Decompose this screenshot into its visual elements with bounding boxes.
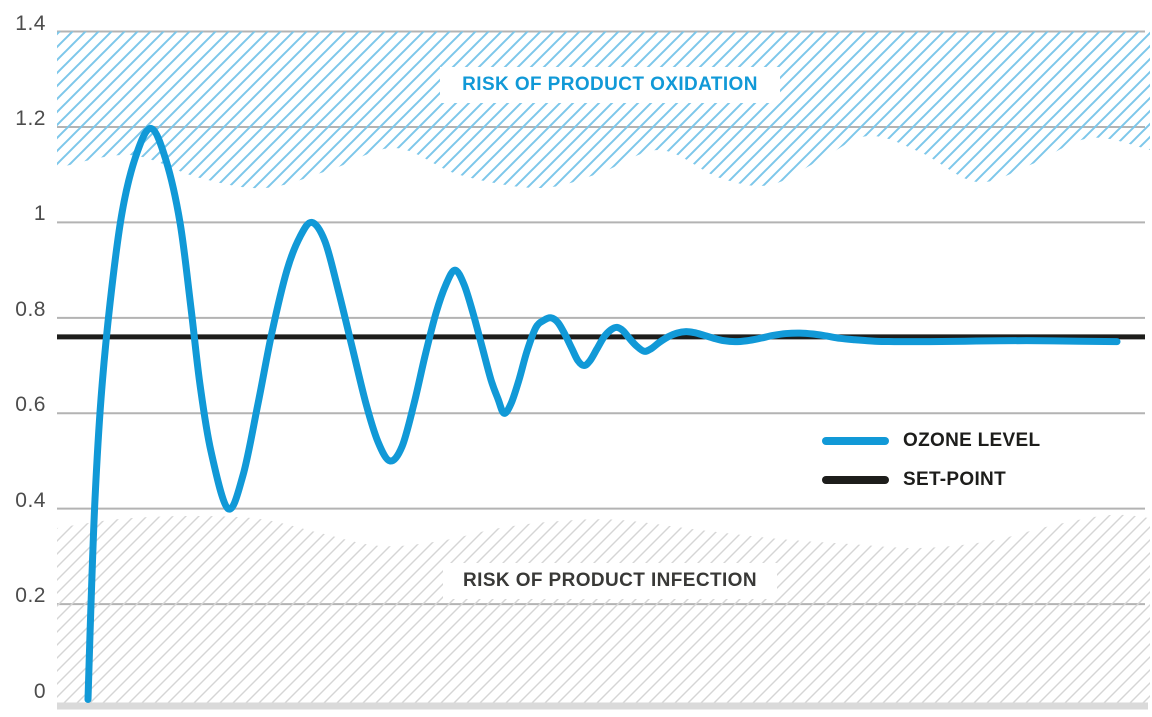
legend: OZONE LEVEL SET-POINT: [822, 430, 1040, 491]
y-tick-label-0.8: 0.8: [15, 297, 46, 321]
legend-label-ozone-level: OZONE LEVEL: [903, 430, 1041, 451]
oxidation-zone-label: RISK OF PRODUCT OXIDATION: [440, 67, 780, 103]
y-tick-label-0: 0: [33, 679, 46, 703]
y-tick-label-1.2: 1.2: [15, 106, 46, 130]
legend-item-ozone-level: OZONE LEVEL: [822, 430, 1040, 452]
legend-item-set-point: SET-POINT: [822, 469, 1040, 491]
ozone-level-swatch-icon: [822, 437, 889, 445]
y-tick-label-0.2: 0.2: [15, 584, 46, 608]
y-tick-label-0.4: 0.4: [15, 488, 46, 512]
infection-zone-label: RISK OF PRODUCT INFECTION: [443, 563, 777, 599]
oxidation-zone-hatch: [57, 31, 1150, 189]
y-tick-label-0.6: 0.6: [15, 393, 46, 417]
set-point-swatch-icon: [822, 476, 889, 484]
legend-label-set-point: SET-POINT: [903, 469, 1006, 490]
y-tick-label-1.4: 1.4: [15, 11, 46, 35]
y-tick-label-1: 1: [33, 202, 46, 226]
infection-zone-hatch: [57, 514, 1150, 703]
ozone-level-curve: [84, 124, 1121, 703]
